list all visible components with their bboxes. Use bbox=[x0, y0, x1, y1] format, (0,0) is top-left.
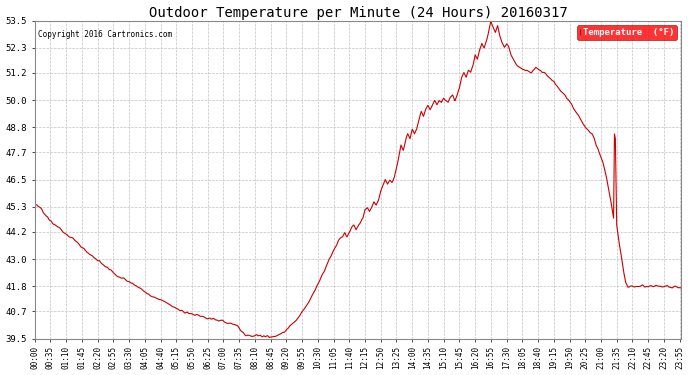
Title: Outdoor Temperature per Minute (24 Hours) 20160317: Outdoor Temperature per Minute (24 Hours… bbox=[148, 6, 567, 20]
Text: Copyright 2016 Cartronics.com: Copyright 2016 Cartronics.com bbox=[38, 30, 172, 39]
Legend: Temperature  (°F): Temperature (°F) bbox=[578, 25, 677, 40]
